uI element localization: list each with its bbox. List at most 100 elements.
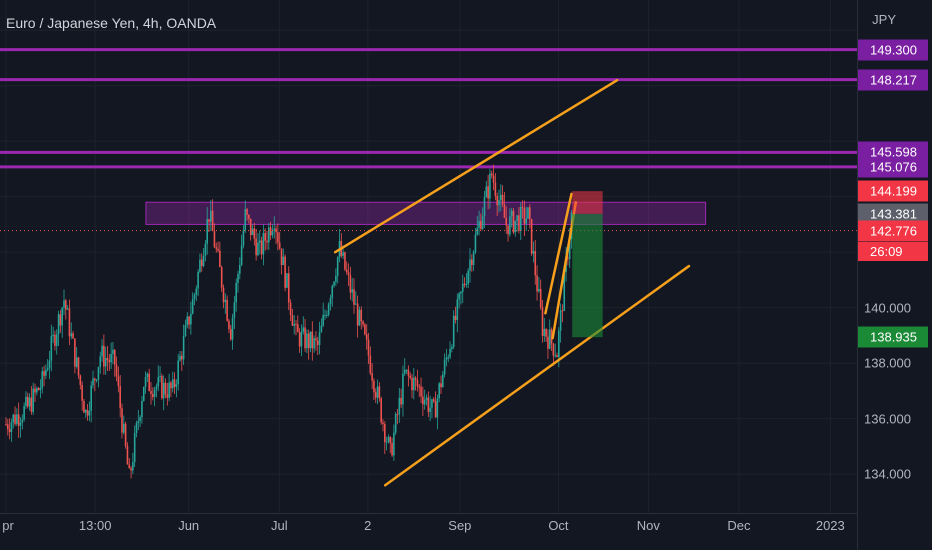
candle-body bbox=[318, 332, 321, 345]
candle-body bbox=[409, 375, 411, 378]
time-axis-label: 2023 bbox=[815, 518, 845, 533]
candle-body bbox=[251, 228, 254, 236]
time-axis-label: 2 bbox=[364, 518, 372, 533]
candle-body bbox=[92, 378, 94, 386]
candle-body bbox=[449, 348, 451, 358]
candle-body bbox=[59, 314, 62, 326]
candle-body bbox=[186, 316, 189, 326]
candle-body bbox=[500, 194, 502, 201]
candle-body bbox=[304, 327, 306, 349]
candle-body bbox=[264, 233, 266, 241]
candle-body bbox=[345, 269, 348, 273]
candle-body bbox=[358, 309, 361, 326]
candle-body bbox=[316, 340, 319, 345]
candle-body bbox=[507, 225, 509, 235]
candle-body bbox=[26, 396, 29, 407]
candle-body bbox=[193, 294, 196, 300]
candle-body bbox=[480, 221, 482, 229]
time-axis-label: Jul bbox=[271, 518, 288, 533]
candle-body bbox=[94, 378, 96, 381]
candle-body bbox=[371, 373, 373, 381]
candle-body bbox=[490, 173, 493, 176]
candle-body bbox=[425, 397, 428, 400]
candle-body bbox=[197, 271, 199, 289]
candle-body bbox=[74, 338, 76, 367]
candle-body bbox=[68, 308, 71, 337]
candle-body bbox=[222, 287, 225, 303]
candle-body bbox=[253, 228, 256, 239]
price-axis-label: 138.000 bbox=[864, 355, 911, 371]
candle-body bbox=[416, 379, 419, 387]
candle-body bbox=[380, 398, 382, 423]
trendline bbox=[383, 264, 691, 487]
stop-loss-zone bbox=[572, 191, 603, 214]
candle-body bbox=[413, 377, 415, 391]
candle-body bbox=[558, 330, 560, 358]
candle-body bbox=[384, 423, 386, 443]
candle-body bbox=[485, 186, 488, 198]
candle-body bbox=[344, 252, 346, 270]
price-tag: 145.076 bbox=[858, 156, 928, 178]
candle-body bbox=[32, 388, 34, 412]
candle-body bbox=[422, 396, 424, 405]
candle-body bbox=[248, 214, 250, 219]
candle-body bbox=[494, 182, 497, 196]
candle-body bbox=[403, 369, 406, 374]
candle-body bbox=[393, 432, 395, 456]
candle-body bbox=[402, 373, 404, 405]
candle-body bbox=[510, 210, 513, 217]
candle-body bbox=[239, 264, 241, 274]
candle-body bbox=[552, 343, 555, 356]
candle-body bbox=[322, 315, 324, 326]
time-axis-label: 13:00 bbox=[78, 518, 112, 533]
candle-body bbox=[34, 388, 36, 393]
candle-body bbox=[460, 291, 462, 294]
candle-body bbox=[353, 289, 355, 305]
candle-body bbox=[10, 422, 13, 432]
candle-body bbox=[451, 346, 453, 349]
candle-body bbox=[210, 210, 212, 222]
trendline bbox=[544, 192, 573, 315]
candle-body bbox=[351, 289, 353, 293]
candle-body bbox=[387, 437, 390, 442]
candle-body bbox=[365, 334, 368, 340]
symbol-title: Euro / Japanese Yen, 4h, OANDA bbox=[6, 15, 217, 31]
candle-body bbox=[311, 331, 314, 349]
candle-body bbox=[217, 248, 219, 251]
candle-body bbox=[289, 302, 292, 316]
price-tag: 144.199 bbox=[858, 180, 928, 202]
candle-body bbox=[137, 421, 140, 423]
candle-body bbox=[195, 288, 198, 295]
candle-body bbox=[385, 441, 388, 443]
candle-body bbox=[17, 414, 20, 426]
price-tag: 142.776 bbox=[858, 220, 928, 242]
candle-body bbox=[28, 397, 31, 407]
candle-body bbox=[177, 360, 179, 385]
candle-body bbox=[191, 299, 194, 314]
candle-body bbox=[54, 334, 56, 346]
candle-body bbox=[97, 367, 100, 380]
candle-body bbox=[21, 419, 24, 423]
candle-body bbox=[126, 446, 129, 465]
candle-body bbox=[342, 252, 344, 256]
candle-body bbox=[258, 240, 261, 243]
candle-body bbox=[45, 369, 47, 376]
candle-body bbox=[324, 314, 326, 316]
candle-body bbox=[139, 417, 141, 422]
candle-body bbox=[121, 408, 123, 433]
candle-body bbox=[286, 273, 288, 288]
trendlines-layer bbox=[333, 78, 691, 487]
candle-body bbox=[489, 173, 491, 199]
candle-body bbox=[476, 227, 479, 235]
candle-body bbox=[99, 356, 102, 368]
candle-body bbox=[438, 383, 440, 399]
candle-body bbox=[219, 250, 221, 268]
candle-body bbox=[277, 232, 279, 243]
candle-body bbox=[436, 398, 439, 418]
candle-body bbox=[469, 259, 471, 271]
candle-body bbox=[534, 250, 537, 276]
candle-body bbox=[161, 376, 163, 399]
price-tag: 148.217 bbox=[858, 69, 928, 91]
candle-body bbox=[190, 313, 192, 325]
